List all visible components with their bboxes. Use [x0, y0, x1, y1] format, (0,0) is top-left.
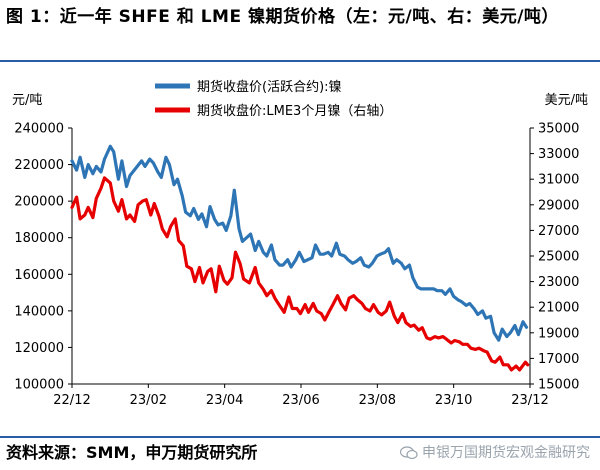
series-lines — [70, 144, 530, 372]
axes: 100000 120000 140000 160000 180000 200000 2200… — [14, 122, 579, 409]
x-tick-label: 22/12 — [53, 393, 90, 408]
right-tick-label: 19000 — [538, 326, 579, 341]
left-tick-label: 100000 — [14, 378, 64, 393]
nickel-price-chart: 期货收盘价(活跃合约):镍 期货收盘价:LME3个月镍（右轴） 元/吨 美元/吨… — [12, 79, 588, 409]
x-tick-label: 23/02 — [130, 393, 167, 408]
x-tick-label: 23/06 — [282, 393, 319, 408]
watermark-text: 申银万国期货宏观金融研究 — [422, 445, 590, 461]
wechat-icon — [400, 446, 418, 460]
left-tick-label: 220000 — [14, 158, 64, 173]
legend-label-lme: 期货收盘价:LME3个月镍（右轴） — [197, 103, 392, 119]
chart-title: 图 1：近一年 SHFE 和 LME 镍期货价格（左：元/吨、右：美元/吨） — [6, 7, 559, 27]
right-tick-label: 29000 — [538, 198, 579, 213]
left-tick-label: 180000 — [14, 231, 64, 246]
left-tick-label: 240000 — [14, 122, 64, 137]
right-tick-label: 35000 — [538, 122, 579, 137]
right-tick-label: 31000 — [538, 173, 579, 188]
right-axis-unit: 美元/吨 — [545, 93, 588, 108]
left-tick-label: 120000 — [14, 341, 64, 356]
legend: 期货收盘价(活跃合约):镍 期货收盘价:LME3个月镍（右轴） — [155, 79, 392, 119]
right-tick-label: 21000 — [538, 301, 579, 316]
right-tick-label: 23000 — [538, 275, 579, 290]
right-tick-label: 25000 — [538, 250, 579, 265]
series-line-lme — [70, 176, 530, 372]
right-tick-label: 27000 — [538, 224, 579, 239]
x-tick-label: 23/08 — [359, 393, 396, 408]
left-tick-label: 160000 — [14, 268, 64, 283]
left-tick-label: 140000 — [14, 304, 64, 319]
x-tick-label: 23/10 — [435, 393, 472, 408]
left-axis-unit: 元/吨 — [12, 93, 42, 108]
left-tick-label: 200000 — [14, 195, 64, 210]
x-tick-label: 23/12 — [511, 393, 548, 408]
right-tick-label: 17000 — [538, 352, 579, 367]
legend-label-shfe: 期货收盘价(活跃合约):镍 — [197, 79, 342, 95]
top-rule — [0, 60, 600, 62]
x-tick-label: 23/04 — [206, 393, 243, 408]
right-tick-label: 15000 — [538, 378, 579, 393]
right-tick-label: 33000 — [538, 147, 579, 162]
source-note: 资料来源：SMM，申万期货研究所 — [6, 443, 258, 462]
bottom-rule — [0, 436, 600, 438]
series-line-shfe — [70, 144, 529, 342]
watermark: 申银万国期货宏观金融研究 — [400, 442, 590, 464]
